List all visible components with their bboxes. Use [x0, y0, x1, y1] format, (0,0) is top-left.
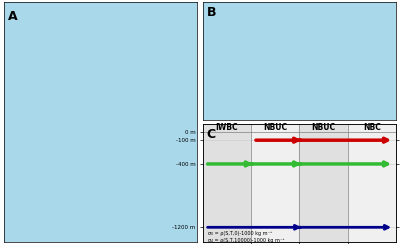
Bar [251, 124, 300, 242]
Text: NBUC: NBUC [312, 123, 336, 132]
Bar [348, 124, 396, 242]
Bar [300, 124, 348, 242]
Text: NBUC: NBUC [263, 123, 287, 132]
Text: B: B [207, 6, 216, 19]
Text: NBC: NBC [363, 123, 381, 132]
Text: C: C [207, 128, 216, 141]
Text: σ₀ = ρ(S,T,0)-1000 kg m⁻³: σ₀ = ρ(S,T,0)-1000 kg m⁻³ [208, 231, 272, 235]
Text: A: A [8, 10, 18, 23]
Text: IWBC: IWBC [216, 123, 238, 132]
Bar [203, 124, 251, 242]
Text: σ₄ = ρ(S,T,10000)-1000 kg m⁻³: σ₄ = ρ(S,T,10000)-1000 kg m⁻³ [208, 238, 284, 243]
